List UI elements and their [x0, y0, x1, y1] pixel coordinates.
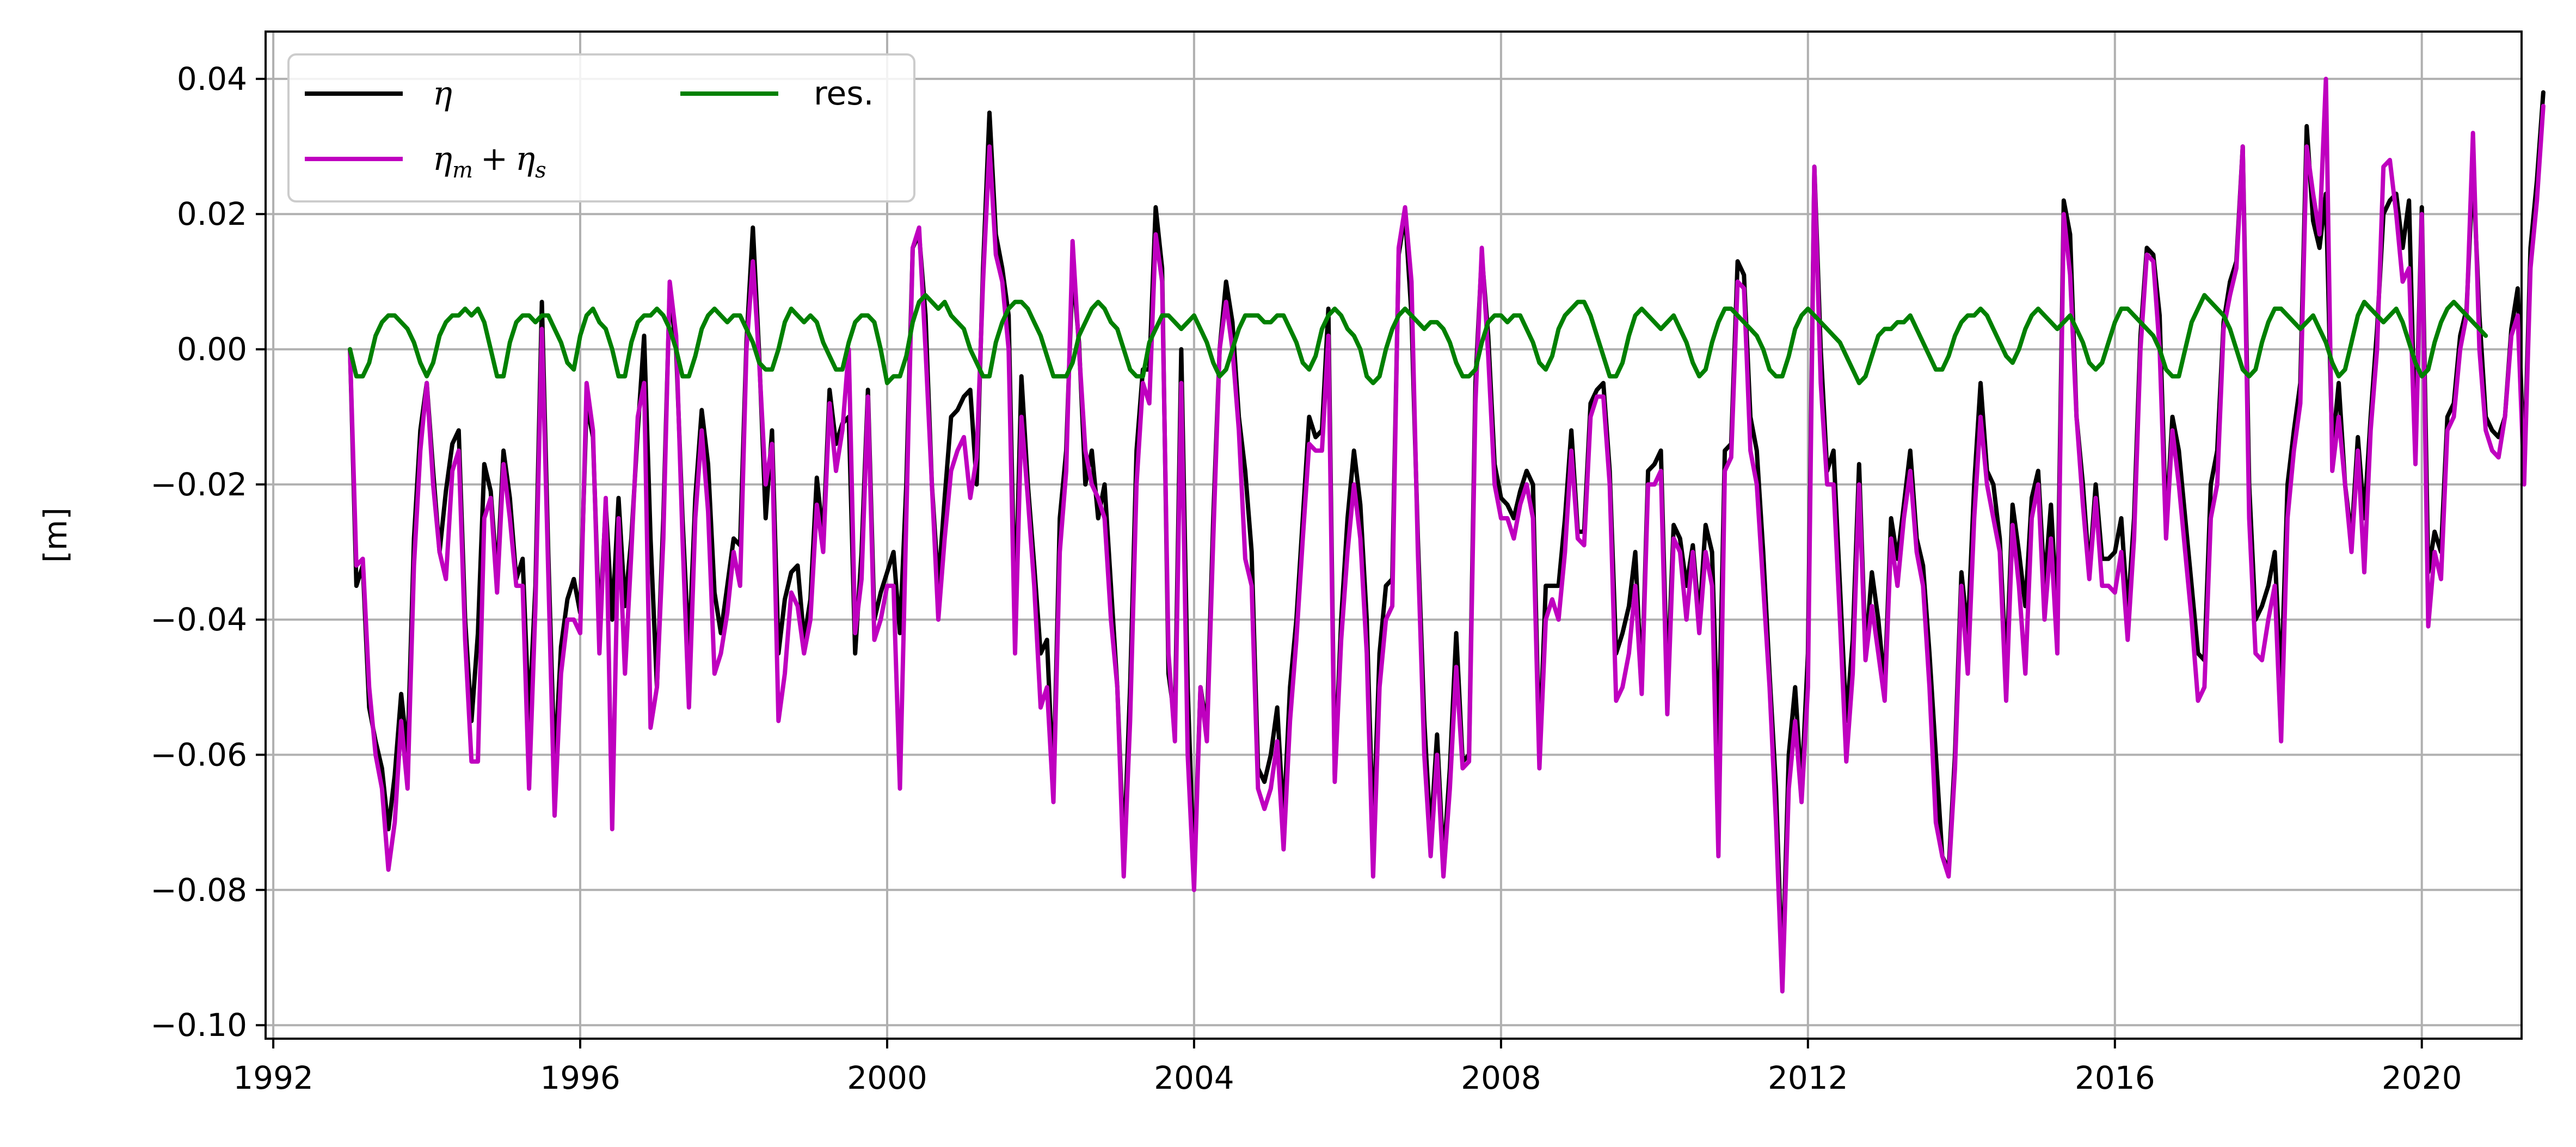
y-tick-label: −0.08 — [150, 872, 247, 909]
x-tick-label: 2012 — [1768, 1059, 1848, 1096]
y-tick-label: −0.10 — [150, 1007, 247, 1044]
legend-label-residual: res. — [814, 75, 874, 113]
x-tick-label: 1992 — [233, 1059, 313, 1096]
legend-label-eta: η — [433, 75, 452, 113]
legend: η ηm + ηs res. — [287, 53, 915, 203]
y-tick-label: 0.00 — [177, 331, 247, 368]
x-axis: 1992 1996 2000 2004 2008 2012 2016 2020 — [233, 1039, 2462, 1096]
x-tick-label: 2020 — [2382, 1059, 2462, 1096]
x-tick-label: 2004 — [1154, 1059, 1234, 1096]
x-tick-label: 2008 — [1461, 1059, 1541, 1096]
series-line-residual — [348, 293, 2488, 385]
legend-label-eta-m-plus-eta-s: ηm + ηs — [433, 140, 546, 183]
y-tick-label: 0.04 — [177, 60, 247, 97]
series-group — [348, 76, 2546, 994]
x-tick-label: 2000 — [847, 1059, 927, 1096]
y-tick-label: −0.02 — [150, 466, 247, 503]
y-tick-label: −0.04 — [150, 601, 247, 638]
plot-frame — [265, 30, 2523, 1040]
y-axis-label: [m] — [37, 507, 74, 563]
y-tick-label: 0.02 — [177, 195, 247, 232]
x-tick-label: 2016 — [2075, 1059, 2155, 1096]
y-axis: 0.04 0.02 0.00 −0.02 −0.04 −0.06 −0.08 −0.10 — [150, 60, 266, 1044]
x-tick-label: 1996 — [540, 1059, 620, 1096]
y-tick-label: −0.06 — [150, 737, 247, 774]
legend-box — [287, 53, 915, 203]
series-line-eta-m-plus-eta-s — [348, 76, 2546, 994]
